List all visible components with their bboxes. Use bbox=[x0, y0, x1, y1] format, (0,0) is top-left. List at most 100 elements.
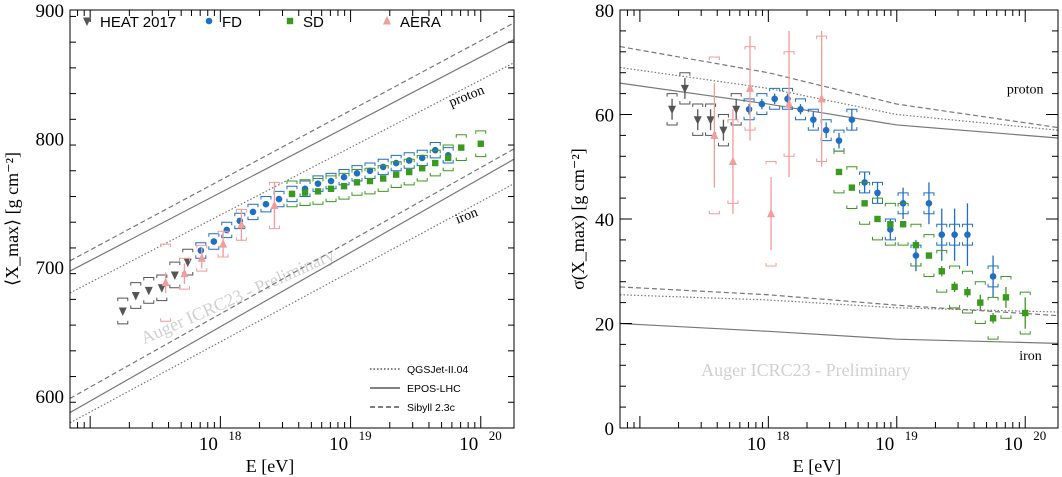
model-line-iron-epos bbox=[620, 322, 1058, 344]
legend-marker bbox=[383, 16, 391, 25]
sys-bracket bbox=[338, 172, 350, 200]
model-line-proton-epos bbox=[70, 39, 514, 272]
sys-bracket bbox=[782, 87, 793, 110]
sys-bracket bbox=[475, 130, 487, 158]
data-point bbox=[210, 238, 218, 245]
data-point bbox=[392, 171, 400, 178]
sys-bracket bbox=[936, 249, 948, 293]
x-tick-exponent: 18 bbox=[228, 428, 241, 443]
y-tick-label: 0 bbox=[605, 419, 615, 440]
model-legend-label: EPOS-LHC bbox=[407, 383, 461, 395]
sys-bracket bbox=[130, 282, 142, 309]
x-tick-exponent: 20 bbox=[489, 428, 502, 443]
data-point bbox=[887, 221, 894, 228]
legend-label: FD bbox=[222, 14, 242, 31]
sys-bracket bbox=[872, 197, 884, 241]
sys-bracket bbox=[117, 297, 129, 325]
data-point bbox=[379, 163, 387, 171]
data-point bbox=[170, 271, 179, 280]
sys-bracket bbox=[974, 281, 986, 324]
data-point bbox=[938, 268, 945, 275]
data-point bbox=[237, 219, 246, 229]
series-fd bbox=[743, 87, 999, 298]
sys-bracket bbox=[247, 203, 259, 221]
sys-bracket bbox=[217, 230, 229, 258]
sys-bracket bbox=[769, 87, 781, 110]
sys-bracket bbox=[756, 93, 768, 115]
sys-bracket bbox=[351, 168, 363, 196]
data-point bbox=[340, 183, 348, 190]
data-point bbox=[848, 116, 856, 124]
data-point bbox=[732, 105, 741, 115]
data-point bbox=[131, 292, 140, 301]
legend: HEAT 2017 FD SD AERA bbox=[83, 14, 441, 31]
data-point bbox=[835, 137, 843, 144]
data-point bbox=[719, 126, 728, 136]
sys-bracket bbox=[221, 221, 233, 239]
data-point bbox=[405, 168, 413, 176]
data-point bbox=[418, 154, 426, 162]
sys-bracket bbox=[156, 274, 168, 302]
sys-bracket bbox=[807, 108, 819, 131]
data-point bbox=[925, 200, 933, 207]
data-point bbox=[458, 144, 465, 151]
data-point bbox=[219, 239, 228, 248]
sys-bracket bbox=[442, 144, 454, 172]
legend-label: AERA bbox=[400, 14, 441, 31]
data-point bbox=[366, 167, 374, 175]
sys-bracket bbox=[403, 152, 415, 169]
data-point bbox=[161, 277, 170, 287]
sys-bracket bbox=[897, 202, 909, 246]
model-line-iron-qgsjet bbox=[70, 183, 514, 424]
sys-bracket bbox=[765, 161, 777, 267]
sys-bracket bbox=[859, 181, 871, 225]
sys-bracket bbox=[208, 233, 220, 250]
data-point bbox=[392, 159, 400, 167]
model-line-iron-sibyll bbox=[620, 286, 1058, 317]
data-point bbox=[301, 189, 309, 196]
sys-bracket bbox=[377, 158, 389, 176]
data-point bbox=[848, 184, 856, 191]
sys-bracket bbox=[299, 179, 311, 206]
data-point bbox=[951, 231, 958, 238]
data-point bbox=[964, 288, 971, 296]
data-point bbox=[1022, 309, 1029, 317]
y-axis-label: σ(X_max) [g cm⁻²] bbox=[568, 148, 589, 290]
data-point bbox=[785, 99, 794, 108]
data-point bbox=[822, 126, 830, 134]
data-point bbox=[314, 188, 322, 195]
x-tick-label: 10 bbox=[199, 434, 218, 455]
series-heat-2017 bbox=[666, 72, 742, 147]
series-sd bbox=[286, 130, 487, 208]
data-point bbox=[745, 105, 753, 113]
data-point bbox=[810, 116, 817, 124]
x-tick-exponent: 18 bbox=[776, 428, 789, 443]
data-point bbox=[327, 185, 335, 192]
sys-bracket bbox=[846, 166, 858, 210]
data-point bbox=[710, 130, 719, 139]
data-point bbox=[951, 283, 958, 291]
data-point bbox=[887, 226, 894, 233]
x-tick-label: 10 bbox=[459, 434, 478, 455]
sys-bracket bbox=[160, 243, 172, 322]
sys-bracket bbox=[286, 185, 298, 203]
model-line-iron-epos bbox=[70, 158, 514, 414]
data-point bbox=[477, 140, 484, 147]
sys-bracket bbox=[390, 154, 402, 172]
data-point bbox=[419, 164, 426, 172]
sys-bracket bbox=[312, 177, 324, 205]
sys-bracket bbox=[429, 141, 441, 159]
x-axis-label: E [eV] bbox=[793, 456, 841, 476]
data-point bbox=[366, 177, 374, 185]
model-line-proton-sibyll bbox=[620, 45, 1058, 129]
series-heat-2017 bbox=[117, 248, 194, 325]
data-point bbox=[275, 195, 283, 203]
data-point bbox=[912, 252, 920, 259]
model-legend-label: QGSJet-II.04 bbox=[407, 364, 468, 376]
data-point bbox=[432, 159, 439, 167]
x-tick-exponent: 19 bbox=[359, 428, 372, 443]
model-line-iron-qgsjet bbox=[620, 294, 1058, 313]
x-tick-label: 10 bbox=[875, 434, 894, 455]
sys-bracket bbox=[692, 103, 704, 136]
plot-frame bbox=[69, 9, 515, 429]
